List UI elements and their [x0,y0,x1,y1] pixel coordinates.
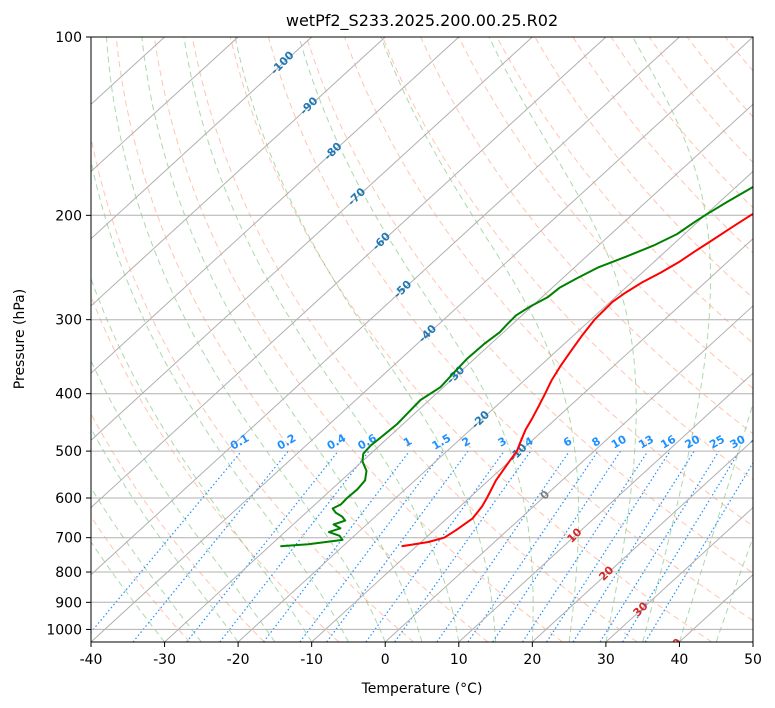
dry-adiabat [267,37,753,622]
isotherm-label: 40 [664,636,684,656]
isotherm-line [384,305,753,642]
moist-adiabat [91,158,349,642]
y-tick-label: 500 [55,444,82,460]
dry-adiabat [191,37,638,642]
mixing-ratio-line [219,450,370,642]
grid-lines [91,37,753,642]
mixing-ratio-line [644,461,753,642]
mixing-ratio-line [467,450,599,642]
isotherm-line [458,372,753,642]
moist-adiabat [91,486,202,642]
isotherm-line [605,506,753,642]
y-axis-label: Pressure (hPa) [12,289,28,389]
x-axis-label: Temperature (°C) [361,681,483,697]
x-tick-label: -10 [300,652,323,668]
mixing-ratio-line [394,450,532,642]
y-tick-label: 900 [55,595,82,611]
moist-adiabat [488,37,637,642]
isotherm-line [237,170,753,642]
moist-adiabat [678,401,753,642]
isotherm-line [91,37,313,240]
x-tick-label: -30 [153,652,176,668]
y-tick-label: 800 [55,565,82,581]
x-tick-label: -40 [80,652,103,668]
moist-adiabat [234,37,497,642]
isotherm-line [91,37,607,509]
isotherm-line [91,37,680,576]
x-tick-label: 0 [381,652,390,668]
dry-adiabat [344,37,753,527]
x-tick-label: 30 [597,652,615,668]
temperature-profile-line [401,212,753,548]
isotherm-line [91,37,386,307]
dry-adiabat [91,135,414,642]
dry-adiabat [91,412,265,642]
x-tick-label: 10 [450,652,468,668]
mixing-ratio-line [622,450,740,642]
dry-adiabat [115,37,489,642]
moist-adiabat [91,427,239,642]
x-tick-label: 20 [523,652,541,668]
profile-lines [280,185,753,548]
moist-adiabat [91,540,165,642]
mixing-ratio-line [572,450,695,642]
y-tick-label: 100 [55,30,82,46]
plot-frame [90,36,754,643]
isotherm-line [164,103,753,642]
x-tick-label: 50 [744,652,762,668]
isotherm-line [91,37,533,441]
mixing-ratio-line [132,450,289,642]
dry-adiabat [305,37,753,574]
mixing-ratio-line [365,450,505,642]
mixing-ratio-line [91,450,242,634]
x-tick-label: 40 [671,652,689,668]
moist-adiabat [106,37,386,642]
mixing-ratio-line [186,450,339,642]
isotherm-line [91,37,753,642]
moist-adiabat [715,535,753,642]
mixing-ratio-line [546,450,671,642]
dry-adiabat [534,37,753,299]
axes: -40 -30 -20 -10 0 10 20 30 40 50 100 200 300 400 500 60… [46,30,762,668]
y-tick-label: 300 [55,313,82,329]
moist-adiabat [183,37,460,642]
x-tick-label: -20 [227,652,250,668]
mixing-ratio-line [599,450,720,642]
dry-adiabat [496,37,753,344]
y-tick-label: 600 [55,491,82,507]
mixing-ratio-line [436,450,570,642]
y-tick-label: 200 [55,208,82,224]
isotherm-line [91,37,460,374]
isotherm-line [531,439,753,642]
dry-adiabat [91,515,191,642]
mixing-ratio-line [263,450,410,642]
moist-adiabat [298,37,534,642]
dry-adiabat [382,37,753,481]
mixing-ratio-label: 36 [748,432,768,451]
moist-adiabat [380,37,580,642]
moist-adiabat [632,37,712,642]
y-tick-label: 700 [55,531,82,547]
chart-title: wetPf2_S233.2025.200.00.25.R02 [286,11,558,31]
dry-adiabat [153,37,563,642]
y-tick-label: 1000 [46,622,82,638]
moist-adiabat [91,359,276,642]
isotherm-line [91,37,239,173]
moist-adiabat [141,37,423,642]
dewpoint-profile-line [280,185,753,548]
isotherm-line [311,238,753,642]
y-tick-label: 400 [55,387,82,403]
